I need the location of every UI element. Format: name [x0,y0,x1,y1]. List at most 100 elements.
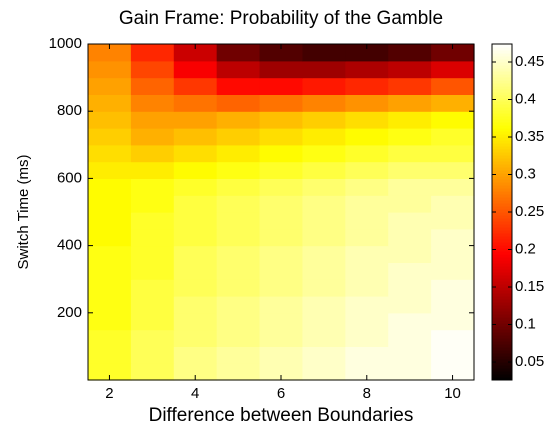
heatmap-cell [302,111,346,129]
colorbar-segment [492,323,512,327]
heatmap-cell [431,312,475,331]
heatmap-cell [302,94,346,112]
heatmap-cell [88,212,132,230]
heatmap-cell [302,60,346,79]
heatmap-cell [88,363,132,381]
heatmap-cell [173,128,218,146]
colorbar-segment [492,290,512,294]
heatmap-cell [345,60,389,79]
heatmap-cell [302,245,346,263]
heatmap-cell [259,178,304,196]
heatmap-cell [216,212,261,230]
heatmap-cell [130,245,175,263]
colorbar-segment [492,242,512,246]
colorbar-segment [492,182,512,186]
heatmap-cell [216,262,261,280]
heatmap-cell [173,363,218,381]
colorbar-segment [492,254,512,258]
colorbar-segment [492,368,512,372]
heatmap-cell [216,245,261,263]
heatmap-cell [173,111,218,129]
colorbar-segment [492,68,512,72]
colorbar-segment [492,341,512,345]
heatmap-cell [130,161,175,179]
colorbar-segment [492,236,512,240]
colorbar-segment [492,191,512,195]
heatmap-cell [216,44,261,62]
colorbar-segment [492,245,512,249]
heatmap-cell [388,329,432,347]
heatmap-cell [388,296,432,314]
x-tick-label: 2 [105,385,113,402]
colorbar-segment [492,215,512,219]
heatmap-cell [259,279,304,297]
colorbar-tick-label: 0.4 [515,90,536,107]
heatmap-cell [431,44,475,62]
colorbar-segment [492,143,512,147]
colorbar-segment [492,77,512,81]
heatmap-cell [173,228,218,247]
heatmap-cell [259,44,304,62]
heatmap-cell [431,60,475,79]
heatmap-cell [216,178,261,196]
colorbar-segment [492,86,512,90]
colorbar-segment [492,308,512,312]
y-tick-label: 1000 [49,35,82,52]
heatmap-cell [345,363,389,381]
colorbar-segment [492,275,512,279]
heatmap-cell [216,296,261,314]
colorbar-segment [492,362,512,366]
heatmap-cell [130,346,175,364]
heatmap-cell [88,161,132,179]
heatmap-cell [88,245,132,263]
heatmap-cell [259,228,304,247]
colorbar-segment [492,332,512,336]
heatmap-cell [431,228,475,247]
heatmap-cell [216,161,261,179]
heatmap-cell [173,60,218,79]
heatmap-cell [302,312,346,331]
colorbar-tick-label: 0.35 [515,128,544,145]
y-axis-label: Switch Time (ms) [15,154,32,269]
heatmap-cell [302,279,346,297]
heatmap-cell [130,312,175,331]
heatmap-cell [216,111,261,129]
colorbar-segment [492,239,512,243]
heatmap-cell [345,128,389,146]
heatmap-cell [88,44,132,62]
heatmap-cell [302,195,346,213]
colorbar-segment [492,356,512,360]
colorbar-segment [492,314,512,318]
heatmap-cell [216,329,261,347]
heatmap-cell [388,44,432,62]
y-tick-label: 800 [57,102,82,119]
colorbar-segment [492,374,512,378]
heatmap-cell [88,312,132,331]
heatmap-cell [345,178,389,196]
heatmap-cell [345,346,389,364]
colorbar-segment [492,233,512,237]
heatmap-cell [173,178,218,196]
heatmap-cell [345,161,389,179]
colorbar-segment [492,320,512,324]
heatmap-cell [302,346,346,364]
heatmap-cell [302,77,346,95]
heatmap-cell [130,144,175,163]
colorbar-tick-label: 0.1 [515,315,536,332]
heatmap-cell [88,296,132,314]
colorbar-segment [492,359,512,363]
x-tick-label: 8 [363,385,371,402]
heatmap-cell [345,44,389,62]
colorbar-tick-label: 0.2 [515,240,536,257]
heatmap-cell [388,346,432,364]
heatmap-cell [302,128,346,146]
heatmap-cell [259,128,304,146]
colorbar-segment [492,302,512,306]
colorbar-segment [492,56,512,60]
colorbar-segment [492,311,512,315]
colorbar-segment [492,107,512,111]
x-axis-label: Difference between Boundaries [149,405,414,426]
heatmap-cell [88,128,132,146]
heatmap-cell [130,94,175,112]
heatmap-cell [388,77,432,95]
